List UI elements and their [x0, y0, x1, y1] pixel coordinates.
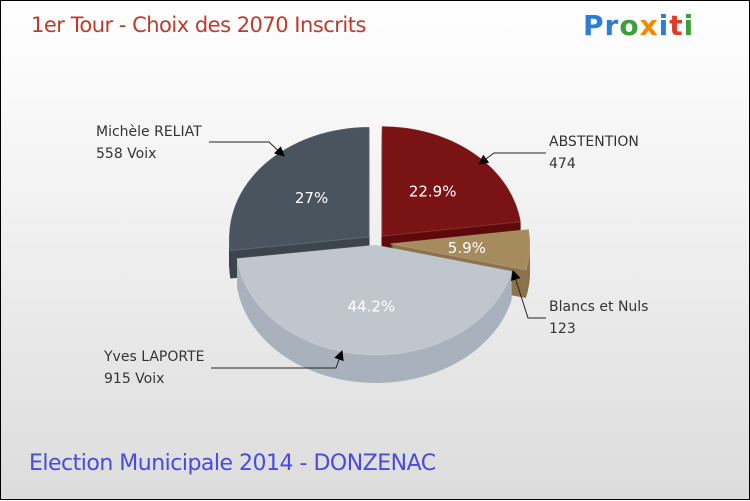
slice-value: 123: [549, 321, 576, 337]
pie-slice: [228, 126, 370, 252]
label-blancs: Blancs et Nuls 123: [549, 296, 648, 340]
pie-slice: [236, 244, 513, 356]
percent-label: 5.9%: [448, 239, 486, 257]
percent-label: 27%: [295, 189, 328, 207]
label-yves: Yves LAPORTE 915 Voix: [104, 346, 204, 390]
percent-label: 22.9%: [409, 183, 457, 201]
pie-slice: [381, 125, 522, 237]
leader-line: [510, 270, 546, 319]
slice-value: 558 Voix: [96, 146, 157, 162]
leader-line: [211, 350, 344, 369]
slice-name: Michèle RELIAT: [96, 124, 202, 140]
chart-title: 1er Tour - Choix des 2070 Inscrits: [31, 13, 366, 37]
proxiti-logo: Proxiti: [583, 9, 695, 42]
slice-name: Yves LAPORTE: [104, 349, 205, 365]
slice-value: 474: [549, 156, 576, 172]
leader-line: [209, 141, 285, 157]
pie-slice: [389, 228, 531, 271]
label-michele: Michèle RELIAT 558 Voix: [96, 121, 202, 165]
slice-name: ABSTENTION: [549, 134, 639, 150]
leader-line: [478, 152, 546, 165]
slice-value: 915 Voix: [104, 371, 165, 387]
chart-subtitle: Election Municipale 2014 - DONZENAC: [29, 451, 436, 476]
label-abstention: ABSTENTION 474: [549, 131, 639, 175]
slice-name: Blancs et Nuls: [549, 299, 649, 315]
percent-label: 44.2%: [347, 297, 395, 315]
